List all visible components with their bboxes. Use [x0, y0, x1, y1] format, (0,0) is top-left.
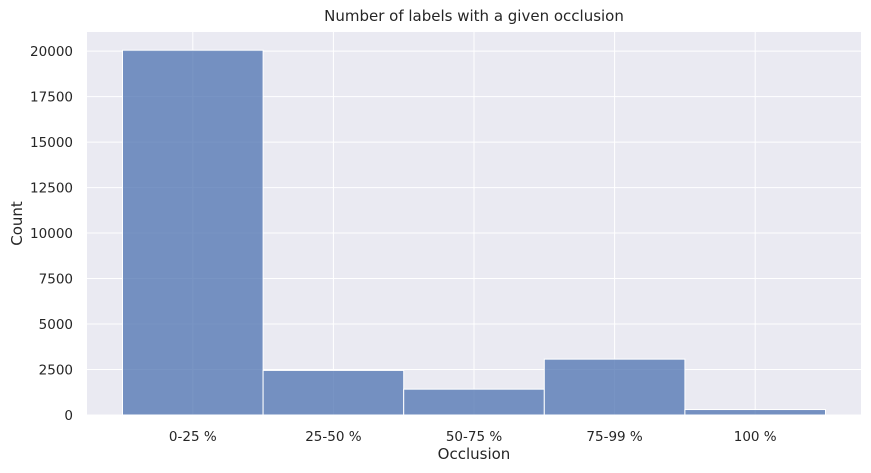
x-tick-label: 75-99 % — [586, 429, 643, 445]
y-tick-label: 0 — [64, 408, 73, 424]
y-tick-label: 17500 — [30, 90, 73, 106]
x-tick-label: 50-75 % — [446, 429, 503, 445]
x-tick-label: 25-50 % — [305, 429, 362, 445]
y-axis-label: Count — [8, 201, 26, 246]
y-tick-label: 5000 — [39, 317, 73, 333]
y-axis-ticks: 0 2500 5000 7500 10000 12500 15000 17500 20000 — [30, 44, 73, 424]
bars — [122, 49, 827, 416]
x-axis-label: Occlusion — [438, 445, 511, 463]
y-tick-label: 10000 — [30, 226, 73, 242]
y-tick-label: 12500 — [30, 181, 73, 197]
y-tick-label: 20000 — [30, 44, 73, 60]
bar — [262, 369, 405, 416]
bar — [122, 49, 264, 416]
y-tick-label: 15000 — [30, 135, 73, 151]
x-tick-label: 0-25 % — [169, 429, 217, 445]
bar — [684, 409, 827, 416]
y-tick-label: 2500 — [39, 363, 73, 379]
x-axis-ticks: 0-25 % 25-50 % 50-75 % 75-99 % 100 % — [169, 429, 777, 445]
y-tick-label: 7500 — [39, 272, 73, 288]
bar — [543, 358, 686, 416]
x-tick-label: 100 % — [734, 429, 777, 445]
bar — [403, 388, 545, 416]
chart-title: Number of labels with a given occlusion — [324, 7, 624, 25]
